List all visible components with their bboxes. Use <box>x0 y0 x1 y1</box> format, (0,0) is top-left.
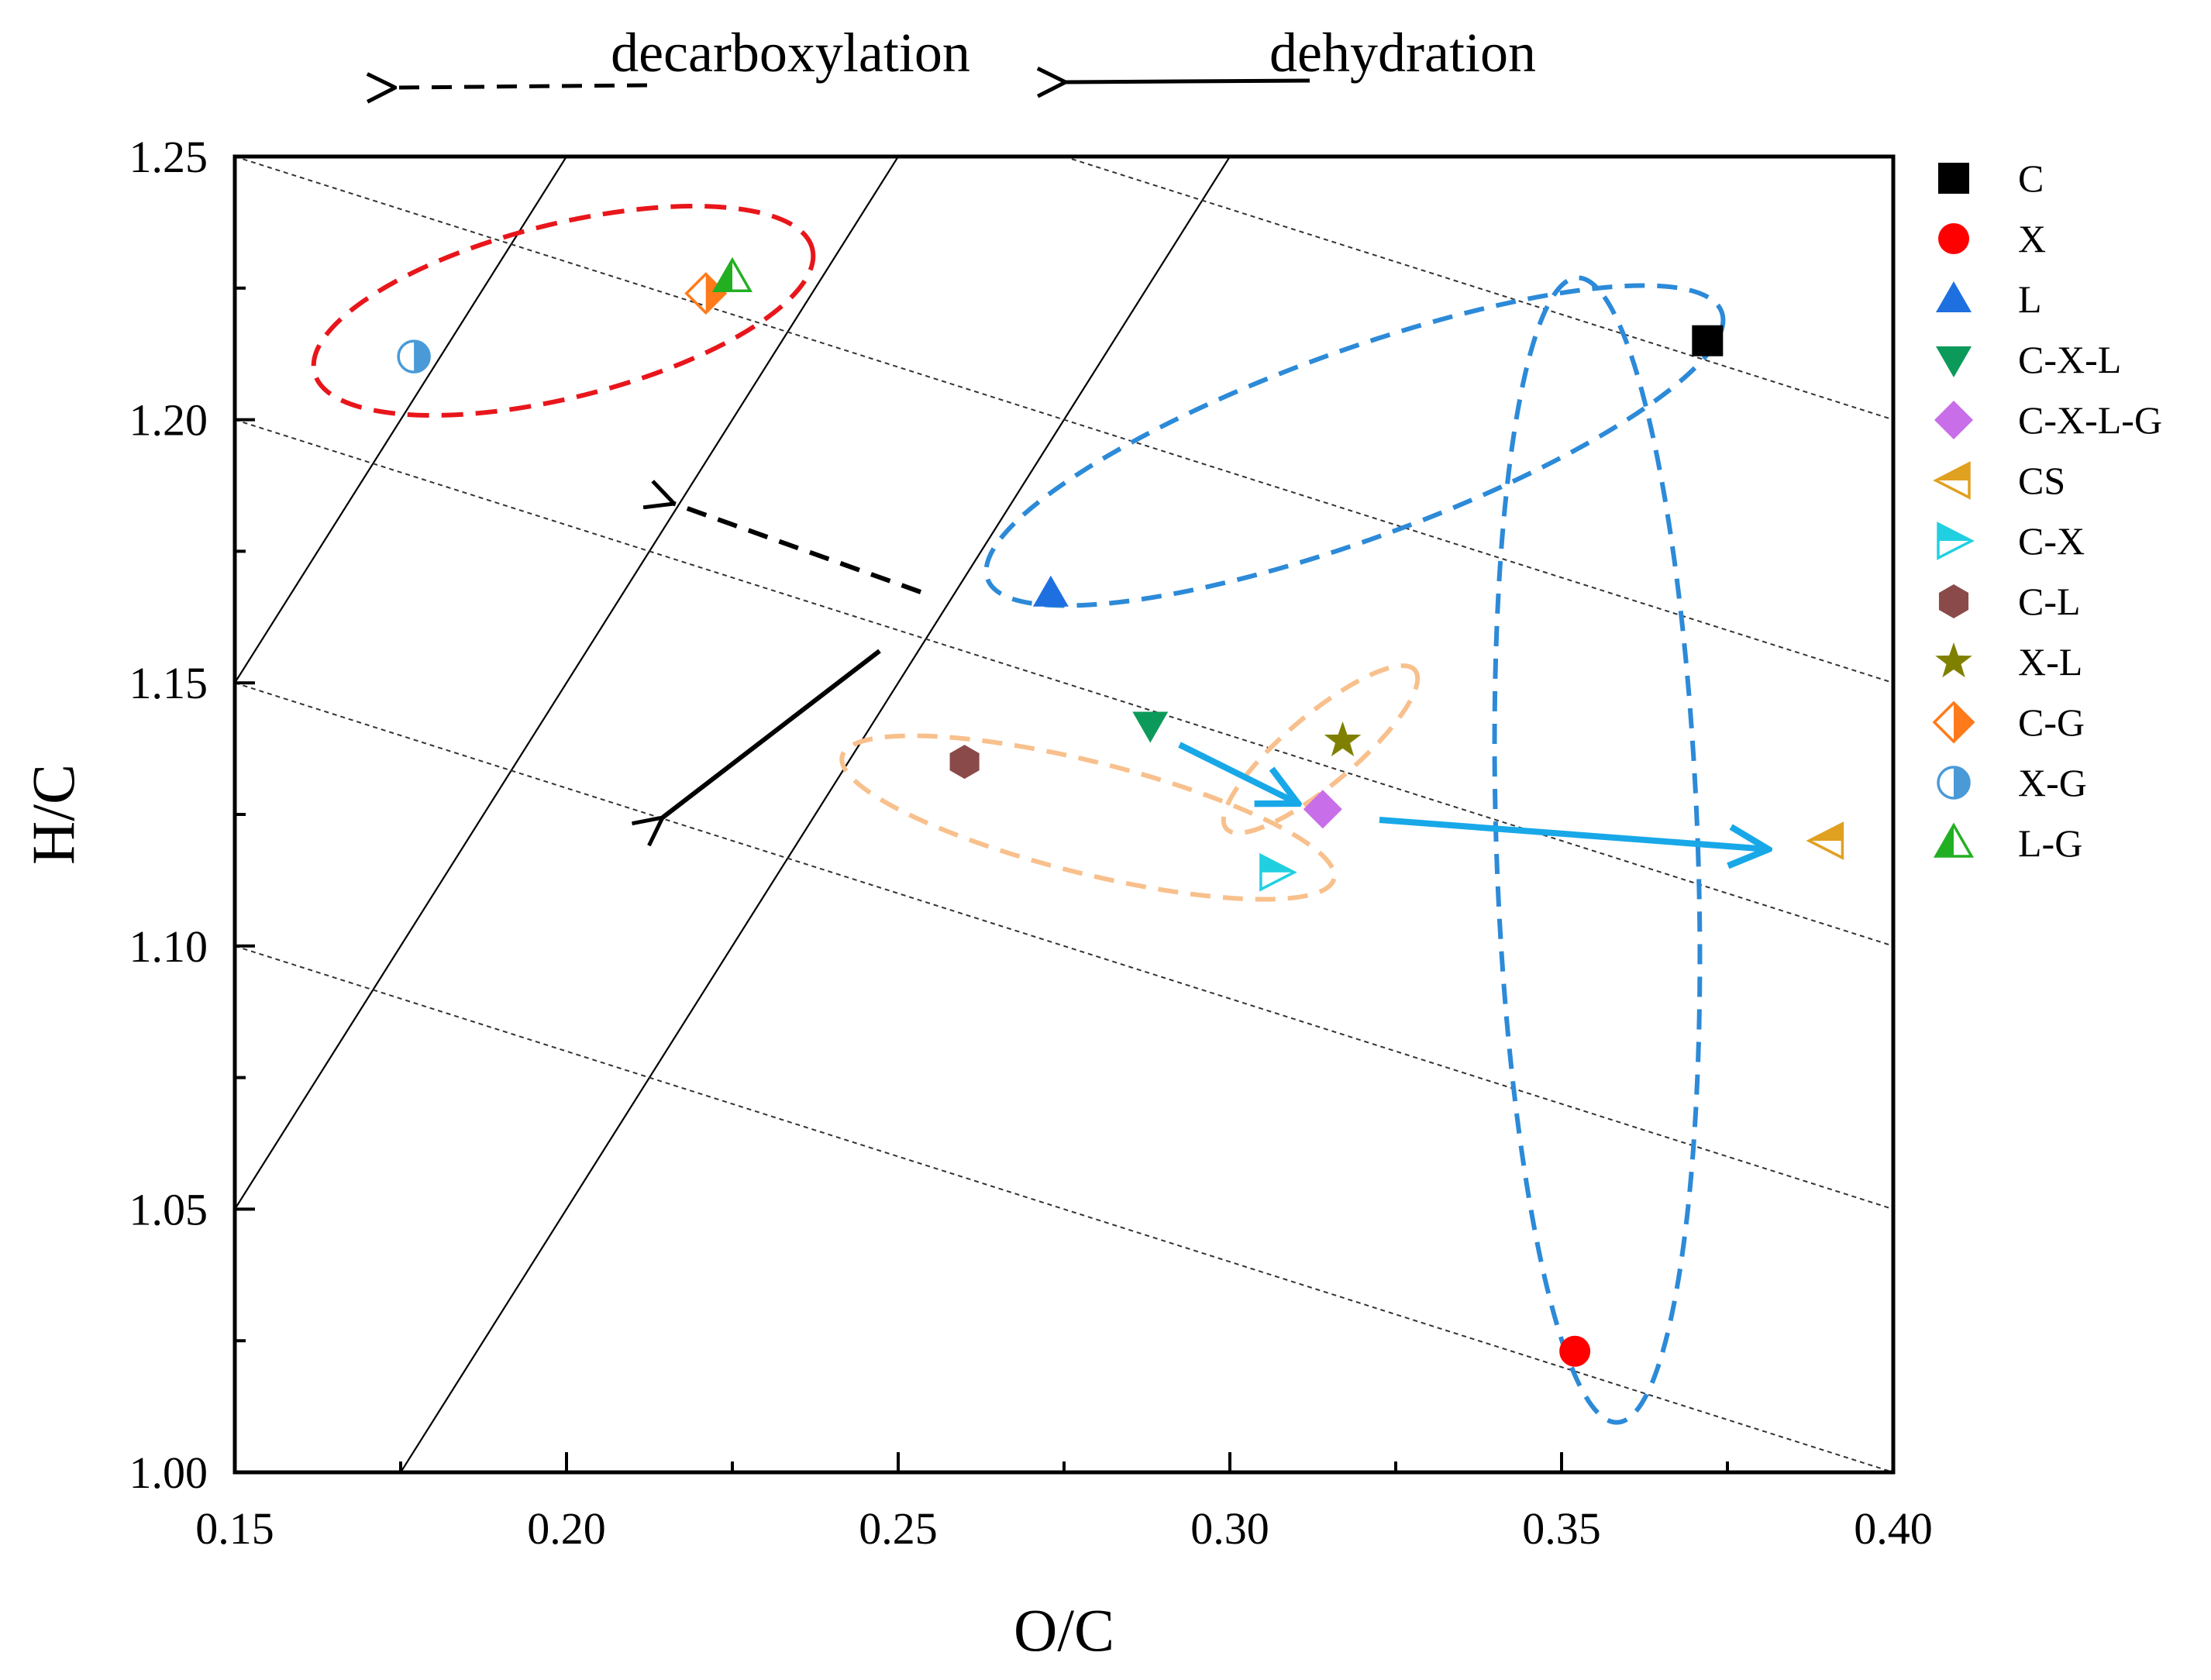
y-tick-label: 1.05 <box>129 1184 208 1234</box>
legend-item-l: L <box>1936 277 2042 321</box>
legend-item-c-x-l: C-X-L <box>1936 338 2121 381</box>
legend-item-c: C <box>1938 157 2044 200</box>
dehydration-arrow <box>1066 81 1310 82</box>
legend-item-c-x-l-g: C-X-L-G <box>1934 398 2162 442</box>
point-x-g <box>397 339 431 374</box>
point-l-g <box>711 256 753 292</box>
outline-blue-horizontal <box>983 283 1726 608</box>
legend-marker <box>1938 584 1969 618</box>
legend-marker <box>1938 163 1969 194</box>
legend-label: X-G <box>2018 761 2087 804</box>
x-tick-label: 0.20 <box>527 1503 606 1554</box>
decarboxylation-arrow <box>395 85 648 88</box>
point-c-x-l-g <box>1303 790 1342 829</box>
dehydration-line-3 <box>235 0 1893 157</box>
legend-label: C-X-L <box>2018 338 2121 381</box>
legend-label: C <box>2018 157 2044 200</box>
x-tick-label: 0.35 <box>1522 1503 1601 1554</box>
legend-item-cs: CS <box>1933 459 2065 502</box>
decarboxylation-line-3 <box>235 157 1893 684</box>
data-points <box>397 256 1844 1367</box>
legend-item-x-l: X-L <box>1935 640 2082 683</box>
legend-label: C-G <box>2018 701 2085 744</box>
decarboxylation-line-1 <box>235 682 1893 1210</box>
legend-item-c-g: C-G <box>1932 701 2085 744</box>
legend-item-c-x: C-X <box>1937 519 2085 563</box>
legend-marker <box>1933 822 1975 858</box>
legend-item-c-l: C-L <box>1938 580 2081 623</box>
legend-marker <box>1934 401 1973 439</box>
guide-lines <box>235 0 1893 1472</box>
legend-label: C-X <box>2018 519 2085 563</box>
legend-marker <box>1935 642 1972 678</box>
group-outlines <box>311 204 1726 1425</box>
y-axis-title: H/C <box>19 764 87 865</box>
x-axis-title: O/C <box>1014 1596 1114 1664</box>
decarboxylation-line-2 <box>235 418 1893 947</box>
legend-marker <box>1932 701 1975 744</box>
decarboxylation-line-0 <box>235 945 1893 1472</box>
blue-arrow-2 <box>1379 817 1768 849</box>
y-tick-label: 1.15 <box>129 658 208 708</box>
y-tick-label: 1.25 <box>129 132 208 182</box>
legend-label: C-X-L-G <box>2018 398 2162 442</box>
legend-item-x: X <box>1938 217 2046 260</box>
dehydration-label: dehydration <box>1269 22 1536 84</box>
legend-marker <box>1933 461 1971 500</box>
dashed-arrow <box>674 504 922 594</box>
legend-marker <box>1937 522 1975 560</box>
legend-marker <box>1936 281 1972 312</box>
legend-label: C-L <box>2018 580 2081 623</box>
decarboxylation-line-4 <box>1061 157 1893 421</box>
point-c-x-l <box>1132 711 1169 743</box>
point-x-l <box>1324 721 1362 757</box>
point-c <box>1692 325 1724 356</box>
point-c-l <box>949 745 980 780</box>
legend-label: L-G <box>2018 821 2082 865</box>
y-tick-label: 1.20 <box>129 395 208 446</box>
x-tick-label: 0.30 <box>1190 1503 1269 1554</box>
point-x <box>1559 1335 1591 1367</box>
legend-marker <box>1936 346 1972 377</box>
legend-label: X <box>2018 217 2046 260</box>
legend-label: L <box>2018 277 2042 321</box>
legend-marker <box>1937 766 1971 800</box>
legend: CXL C-X-L C-X-L-G CS C-X C-L X-L C-G X-G L-G <box>1932 157 2162 865</box>
tick-labels: 0.15 0.20 0.25 0.30 0.35 0.40 1.00 1.05 1.10 1.15… <box>129 132 1933 1554</box>
blue-arrow-1 <box>1178 742 1298 804</box>
outline-orange-upper <box>1221 663 1421 835</box>
point-c-x <box>1259 852 1297 892</box>
y-tick-label: 1.00 <box>129 1448 208 1498</box>
legend-item-l-g: L-G <box>1933 821 2082 865</box>
y-tick-label: 1.10 <box>129 921 208 972</box>
decarboxylation-label: decarboxylation <box>611 22 970 84</box>
legend-marker <box>1938 223 1969 254</box>
outline-red-group <box>311 204 816 418</box>
legend-item-x-g: X-G <box>1937 761 2087 804</box>
axis-ticks <box>233 155 1895 1474</box>
outline-blue-vertical <box>1492 275 1703 1425</box>
legend-label: X-L <box>2018 640 2082 683</box>
point-cs <box>1806 821 1844 860</box>
x-tick-label: 0.15 <box>195 1503 274 1554</box>
outline-orange-lower <box>839 733 1337 902</box>
legend-label: CS <box>2018 459 2065 502</box>
x-tick-label: 0.25 <box>859 1503 938 1554</box>
solid-arrow <box>663 649 881 818</box>
trend-arrows <box>663 504 1768 849</box>
x-tick-label: 0.40 <box>1854 1503 1933 1554</box>
point-l <box>1032 575 1069 607</box>
